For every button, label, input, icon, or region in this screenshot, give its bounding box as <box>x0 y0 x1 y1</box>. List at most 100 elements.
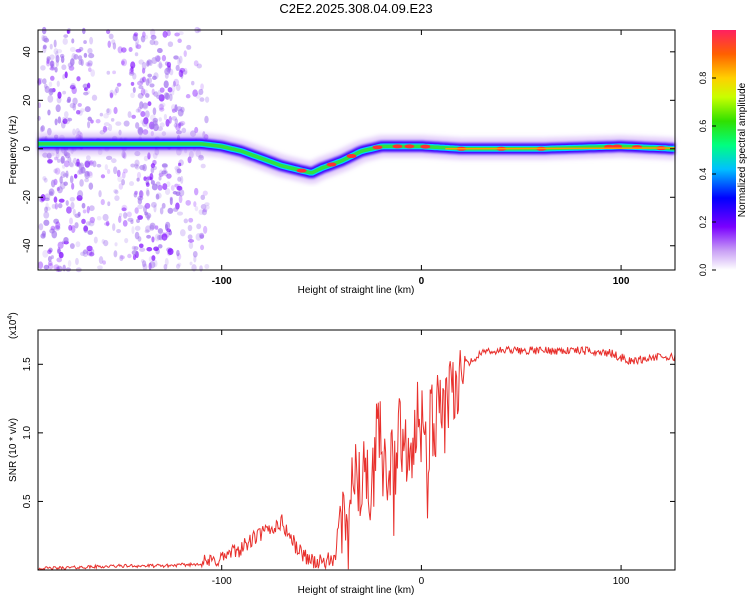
spectrogram-noise-point <box>152 107 157 116</box>
spectrogram-noise-point <box>106 108 110 114</box>
spectrogram-noise-point <box>200 204 207 210</box>
spectrogram-noise-point <box>56 186 60 191</box>
spectrogram-noise-point <box>193 60 199 67</box>
spectrogram-noise-point <box>137 215 143 220</box>
spectrogram-noise-point <box>64 117 71 125</box>
spectrogram-noise-point <box>169 196 174 201</box>
spectrogram-noise-point <box>183 67 188 76</box>
spectrogram-noise-point <box>77 102 82 107</box>
spectrogram-noise-point <box>89 216 95 224</box>
spectrogram-y-tick-label: 20 <box>22 94 33 106</box>
spectrogram-noise-point <box>150 166 155 174</box>
spectrogram-noise-point <box>177 38 182 44</box>
spectrogram-noise-point <box>62 173 69 178</box>
spectrogram-noise-point <box>51 230 58 239</box>
spectrogram-noise-point <box>144 34 148 40</box>
spectrogram-noise-point <box>147 73 153 78</box>
ridge-peak <box>404 144 415 149</box>
spectrogram-noise-point <box>104 222 110 226</box>
spectrogram-noise-point <box>178 122 184 127</box>
spectrogram-noise-point <box>194 205 199 212</box>
spectrogram-noise-point <box>155 193 160 200</box>
spectrogram-noise-point <box>78 46 84 52</box>
spectrogram-noise-point <box>193 255 197 263</box>
spectrogram-noise-point <box>88 182 94 190</box>
spectrogram-noise-point <box>85 221 91 226</box>
spectrogram-noise-point <box>191 80 195 86</box>
spectrogram-noise-point <box>196 63 202 69</box>
spectrogram-noise-point <box>42 35 48 42</box>
spectrogram-noise-point <box>158 61 163 69</box>
ridge-peak <box>420 144 431 149</box>
spectrogram-noise-point <box>145 93 150 98</box>
spectrogram-noise-point <box>172 80 176 88</box>
spectrogram-noise-point <box>54 66 58 73</box>
spectrogram-noise-point <box>132 33 138 42</box>
spectrogram-noise-point <box>137 126 144 135</box>
spectrogram-noise-point <box>131 249 138 256</box>
spectrogram-noise-point <box>151 255 156 261</box>
spectrogram-noise-point <box>113 166 118 175</box>
spectrogram-noise-point <box>175 84 181 92</box>
spectrogram-noise-point <box>84 171 90 179</box>
spectrogram-noise-point <box>164 67 171 76</box>
spectrogram-noise-point <box>163 263 168 270</box>
spectrogram-noise-point <box>139 78 144 84</box>
spectrogram-noise-point <box>84 160 91 168</box>
spectrogram-noise-point <box>55 104 61 113</box>
spectrogram-noise-point <box>77 211 81 217</box>
spectrogram-noise-point <box>62 118 68 124</box>
spectrogram-noise-point <box>177 57 181 66</box>
spectrogram-noise-point <box>131 114 136 119</box>
spectrogram-noise-point <box>154 55 161 62</box>
spectrogram-noise-point <box>105 220 110 227</box>
spectrogram-noise-point <box>121 171 126 179</box>
spectrogram-noise-point <box>84 106 91 113</box>
spectrogram-noise-point <box>142 76 146 83</box>
spectrogram-noise-point <box>203 225 208 234</box>
spectrogram-noise-point <box>118 215 122 224</box>
spectrogram-noise-point <box>187 234 193 240</box>
spectrogram-noise-point <box>145 182 150 187</box>
spectrogram-noise-point <box>142 102 149 110</box>
spectrogram-noise-point <box>132 254 137 261</box>
spectrogram-noise-point <box>49 43 53 50</box>
spectrogram-noise-point <box>200 83 204 90</box>
spectrogram-noise-point <box>112 42 117 50</box>
spectrogram-noise-point <box>41 230 47 237</box>
spectrogram-noise-point <box>69 84 76 90</box>
spectrogram-noise-point <box>116 228 121 234</box>
spectrogram-noise-point <box>158 94 165 102</box>
spectrogram-noise-point <box>58 198 65 203</box>
spectrogram-noise-point <box>128 47 133 52</box>
spectrogram-noise-point <box>153 204 157 213</box>
snr-frame <box>37 329 676 571</box>
spectrogram-noise-point <box>119 254 124 262</box>
spectrogram-noise-point <box>91 94 98 101</box>
spectrogram-noise-point <box>153 40 159 46</box>
spectrogram-noise-point <box>152 123 159 132</box>
ridge-peak <box>326 162 337 167</box>
spectrogram-noise-point <box>75 109 81 115</box>
spectrogram-noise-point <box>153 72 159 80</box>
spectrogram-noise-point <box>186 44 192 50</box>
spectrogram-noise-point <box>92 160 97 168</box>
spectrogram-noise-point <box>167 41 174 48</box>
spectrogram-noise-point <box>98 256 104 265</box>
spectrogram-noise-point <box>77 190 84 199</box>
spectrogram-noise-point <box>141 67 146 74</box>
spectrogram-x-tick-label: -100 <box>212 276 232 287</box>
spectrogram-noise-point <box>202 190 208 196</box>
spectrogram-noise-point <box>142 102 148 109</box>
spectrogram-noise-point <box>112 223 116 231</box>
spectrogram-noise-point <box>171 116 178 121</box>
spectrogram-noise-point <box>106 70 111 75</box>
spectrogram-noise-point <box>137 80 144 86</box>
spectrogram-noise-point <box>108 124 113 132</box>
spectrogram-noise-point <box>118 213 123 218</box>
ridge-peak <box>296 168 307 173</box>
spectrogram-noise-point <box>115 121 122 126</box>
spectrogram-noise-point <box>119 255 125 260</box>
spectrogram-noise-point <box>37 102 42 109</box>
spectrogram-noise-point <box>166 228 172 233</box>
